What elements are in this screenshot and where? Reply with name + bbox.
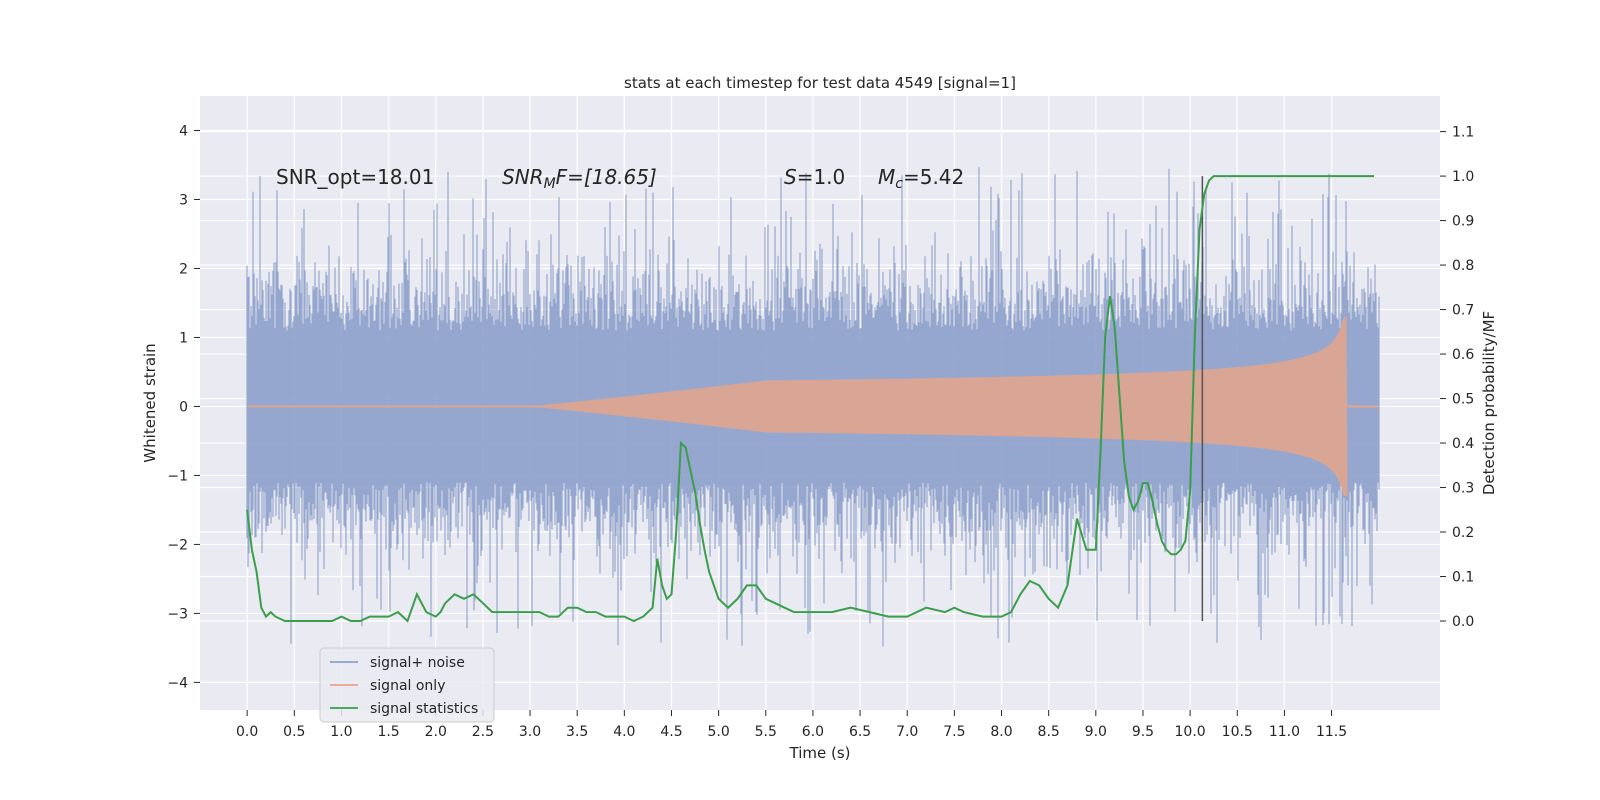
annotation-snr-mf-sub: M xyxy=(544,176,556,192)
series-signal-only xyxy=(247,316,1348,497)
annotation-s-rest: =1.0 xyxy=(797,165,846,189)
y-right-tick-label: 1.1 xyxy=(1452,125,1474,141)
y-right-tick-label: 0.5 xyxy=(1452,392,1474,408)
x-tick-label: 0.5 xyxy=(283,724,305,740)
x-tick-label: 1.5 xyxy=(377,724,399,740)
y-axis-left-label: Whitened strain xyxy=(141,343,159,462)
annotation-snr-mf: SNRMF=[18.65] xyxy=(502,165,657,192)
x-tick-label: 7.0 xyxy=(896,724,918,740)
annotation-snr-mf-name: SNR xyxy=(502,165,544,189)
x-tick-label: 9.5 xyxy=(1132,724,1154,740)
y-left-tick-label: 4 xyxy=(179,123,188,139)
x-tick-label: 1.0 xyxy=(330,724,352,740)
x-tick-label: 8.0 xyxy=(990,724,1012,740)
legend-label-signal-only: signal only xyxy=(370,678,445,694)
y-right-tick-label: 1.0 xyxy=(1452,169,1474,185)
x-tick-label: 9.0 xyxy=(1085,724,1107,740)
x-tick-label: 11.5 xyxy=(1316,724,1347,740)
annotation-s: S=1.0 xyxy=(784,165,845,189)
x-tick-label: 2.5 xyxy=(472,724,494,740)
legend-box xyxy=(319,647,495,723)
x-tick-label: 2.0 xyxy=(425,724,447,740)
x-tick-label: 3.0 xyxy=(519,724,541,740)
axis-ticks: 0.0 0.5 1.0 1.5 2.0 2.5 3.0 3.5 4.0 4.5 5.0 5.5 6.0 6… xyxy=(167,123,1474,740)
x-tick-label: 4.0 xyxy=(613,724,635,740)
x-tick-label: 5.5 xyxy=(755,724,777,740)
y-right-tick-label: 0.7 xyxy=(1452,303,1474,319)
legend-label-signal-statistics: signal statistics xyxy=(370,701,478,717)
annotation-mc-sub: c xyxy=(895,176,903,192)
y-right-tick-label: 0.3 xyxy=(1452,481,1474,497)
annotation-mc-name: M xyxy=(878,165,895,189)
y-right-tick-label: 0.4 xyxy=(1452,436,1474,452)
x-tick-label: 3.5 xyxy=(566,724,588,740)
x-tick-label: 0.0 xyxy=(236,724,258,740)
y-left-tick-label: −1 xyxy=(167,468,188,484)
y-left-tick-label: 1 xyxy=(179,330,188,346)
annotation-snr-opt: SNR_opt=18.01 xyxy=(276,165,434,189)
y-right-tick-label: 0.9 xyxy=(1452,214,1474,230)
y-right-tick-label: 0.8 xyxy=(1452,258,1474,274)
y-left-tick-label: 3 xyxy=(179,192,188,208)
y-right-tick-label: 0.1 xyxy=(1452,570,1474,586)
annotation-mc-rest: =5.42 xyxy=(903,165,964,189)
x-tick-label: 7.5 xyxy=(943,724,965,740)
y-axis-right-label: Detection probability/MF xyxy=(1480,311,1498,495)
plot-area xyxy=(246,167,1380,647)
series-signal-statistics xyxy=(246,175,1374,623)
annotation-mc: Mc=5.42 xyxy=(878,165,964,192)
y-right-tick-label: 0.6 xyxy=(1452,347,1474,363)
annotation-snr-mf-rest: F=[18.65] xyxy=(556,165,657,189)
x-tick-label: 8.5 xyxy=(1038,724,1060,740)
y-left-tick-label: −2 xyxy=(167,537,188,553)
legend: signal+ noise signal only signal statist… xyxy=(319,647,495,723)
annotation-s-name: S xyxy=(784,165,797,189)
x-tick-label: 6.5 xyxy=(849,724,871,740)
y-left-tick-label: −3 xyxy=(167,606,188,622)
x-tick-label: 6.0 xyxy=(802,724,824,740)
x-tick-label: 5.0 xyxy=(707,724,729,740)
x-tick-label: 10.0 xyxy=(1175,724,1206,740)
chart-title: stats at each timestep for test data 454… xyxy=(624,74,1016,92)
x-tick-label: 10.5 xyxy=(1222,724,1253,740)
y-left-tick-label: 2 xyxy=(179,261,188,277)
y-right-tick-label: 0.0 xyxy=(1452,614,1474,630)
y-left-tick-label: −4 xyxy=(167,675,188,691)
x-tick-label: 4.5 xyxy=(660,724,682,740)
legend-label-signal-noise: signal+ noise xyxy=(370,655,465,671)
x-axis-label: Time (s) xyxy=(789,744,851,762)
y-right-tick-label: 0.2 xyxy=(1452,525,1474,541)
x-tick-label: 11.0 xyxy=(1269,724,1300,740)
y-left-tick-label: 0 xyxy=(179,399,188,415)
